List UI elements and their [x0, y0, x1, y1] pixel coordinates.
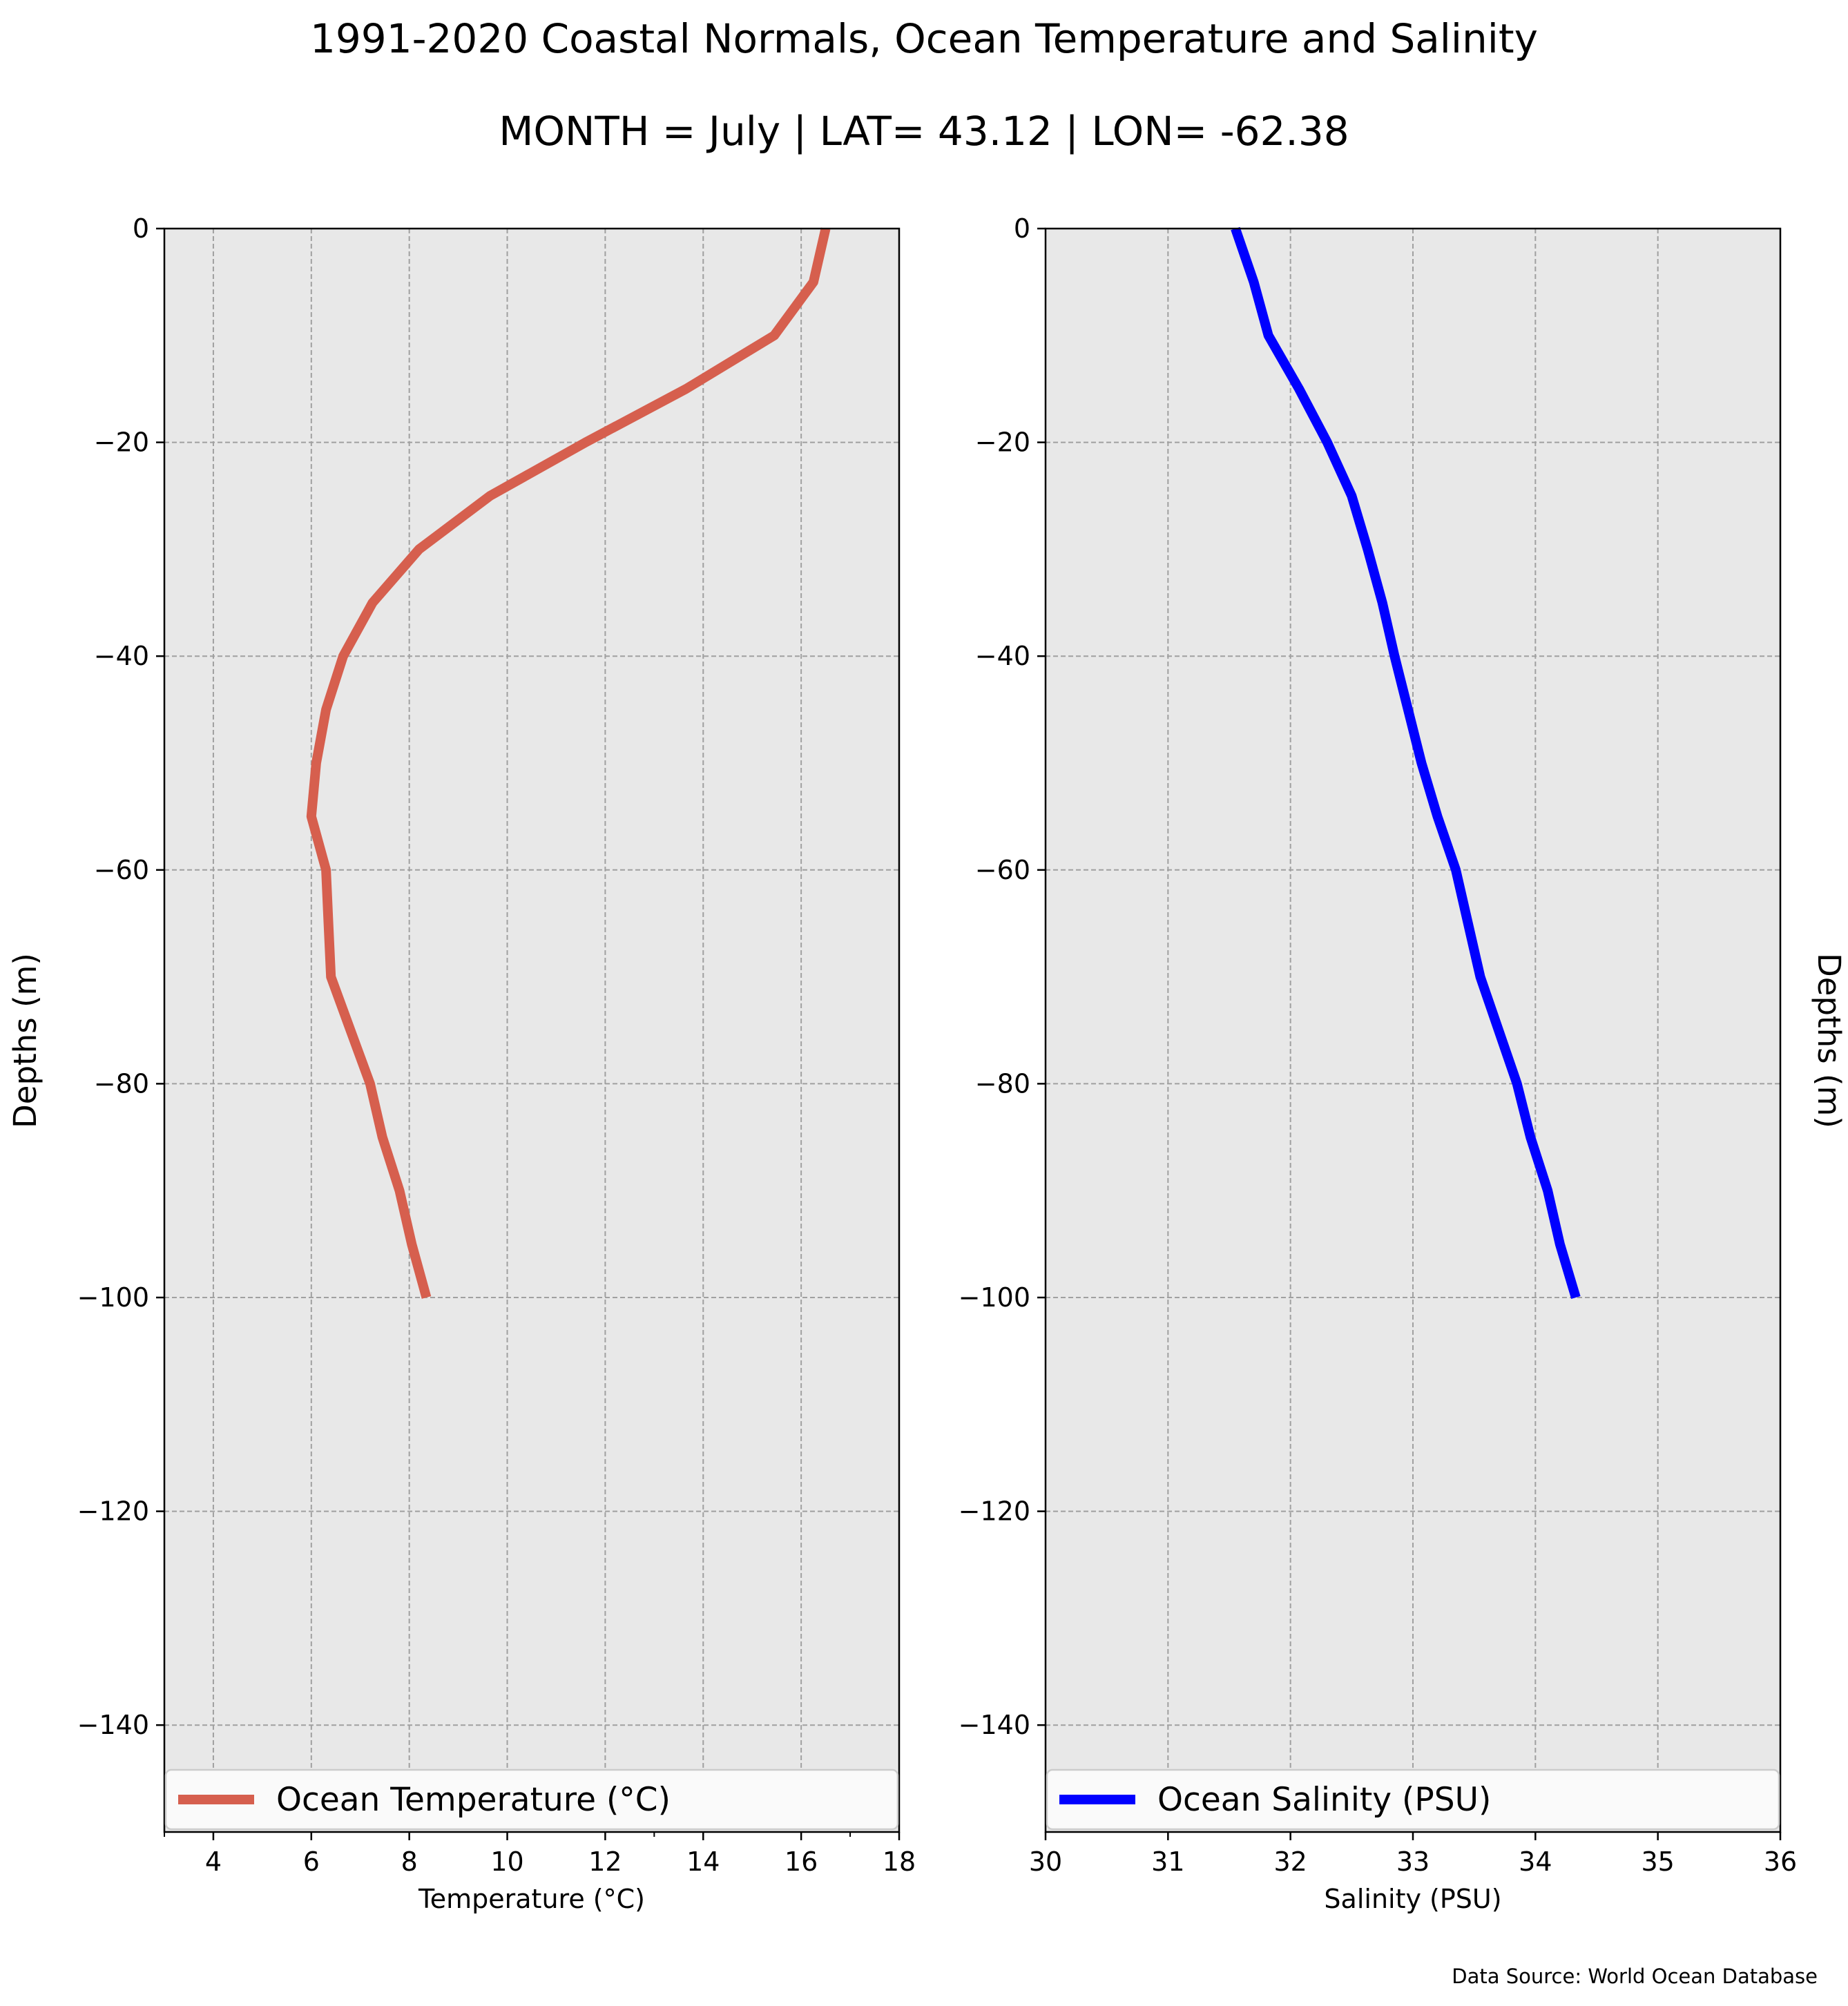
y-tick-label: −100 [77, 1282, 149, 1313]
y-tick-label: −80 [975, 1068, 1030, 1099]
x-tick-label: 36 [1764, 1846, 1797, 1877]
series-line [1231, 226, 1581, 1300]
legend-label: Ocean Temperature (°C) [276, 1781, 671, 1819]
y-tick-label: −100 [959, 1282, 1030, 1313]
x-tick-label: 35 [1641, 1846, 1674, 1877]
plot-area [164, 229, 899, 1832]
temperature-panel: 4 6 8 10 12 14 16 18 0 −20 −40 −60 −80 −100 −120 −140 Te… [7, 213, 916, 1914]
legend-box [164, 1768, 899, 1831]
x-axis-label: Temperature (°C) [418, 1884, 645, 1914]
y-tick-label: −40 [94, 641, 149, 671]
legend-label: Ocean Salinity (PSU) [1157, 1781, 1491, 1819]
x-tick-label: 12 [588, 1846, 622, 1877]
y-tick-label: −120 [959, 1496, 1030, 1527]
x-tick-label: 8 [401, 1846, 418, 1877]
y-axis-label: Depths (m) [1811, 953, 1847, 1128]
legend: Ocean Temperature (°C) [164, 1768, 899, 1831]
y-tick-label: −140 [77, 1710, 149, 1740]
y-tick-label: −60 [94, 855, 149, 885]
x-tick-label: 16 [785, 1846, 818, 1877]
y-tick-label: −20 [94, 427, 149, 458]
y-tick-label: −120 [77, 1496, 149, 1527]
salinity-panel: 30 31 32 33 34 35 36 0 −20 −40 −60 −80 −100 −120 −140 S… [959, 213, 1847, 1914]
data-source-note: Data Source: World Ocean Database [1452, 1965, 1818, 1988]
legend-box [1046, 1768, 1780, 1831]
x-tick-label: 6 [303, 1846, 320, 1877]
x-tick-label: 34 [1519, 1846, 1552, 1877]
x-tick-label: 31 [1151, 1846, 1184, 1877]
y-tick-label: 0 [1014, 213, 1030, 244]
y-tick-label: −20 [975, 427, 1030, 458]
y-tick-label: −140 [959, 1710, 1030, 1740]
x-tick-label: 4 [205, 1846, 222, 1877]
y-axis-label: Depths (m) [7, 953, 44, 1128]
x-axis-label: Salinity (PSU) [1324, 1884, 1501, 1914]
y-tick-label: 0 [133, 213, 149, 244]
x-tick-label: 18 [883, 1846, 916, 1877]
x-tick-label: 14 [686, 1846, 720, 1877]
chart-subtitle: MONTH = July | LAT= 43.12 | LON= -62.38 [499, 108, 1349, 155]
x-tick-label: 33 [1396, 1846, 1430, 1877]
y-tick-label: −60 [975, 855, 1030, 885]
x-tick-label: 10 [490, 1846, 523, 1877]
y-tick-label: −40 [975, 641, 1030, 671]
x-tick-label: 30 [1029, 1846, 1062, 1877]
y-tick-label: −80 [94, 1068, 149, 1099]
chart-title: 1991-2020 Coastal Normals, Ocean Tempera… [310, 15, 1538, 62]
legend: Ocean Salinity (PSU) [1046, 1768, 1780, 1831]
x-tick-label: 32 [1273, 1846, 1307, 1877]
series-line [306, 227, 831, 1299]
axes-frame [163, 227, 901, 1833]
